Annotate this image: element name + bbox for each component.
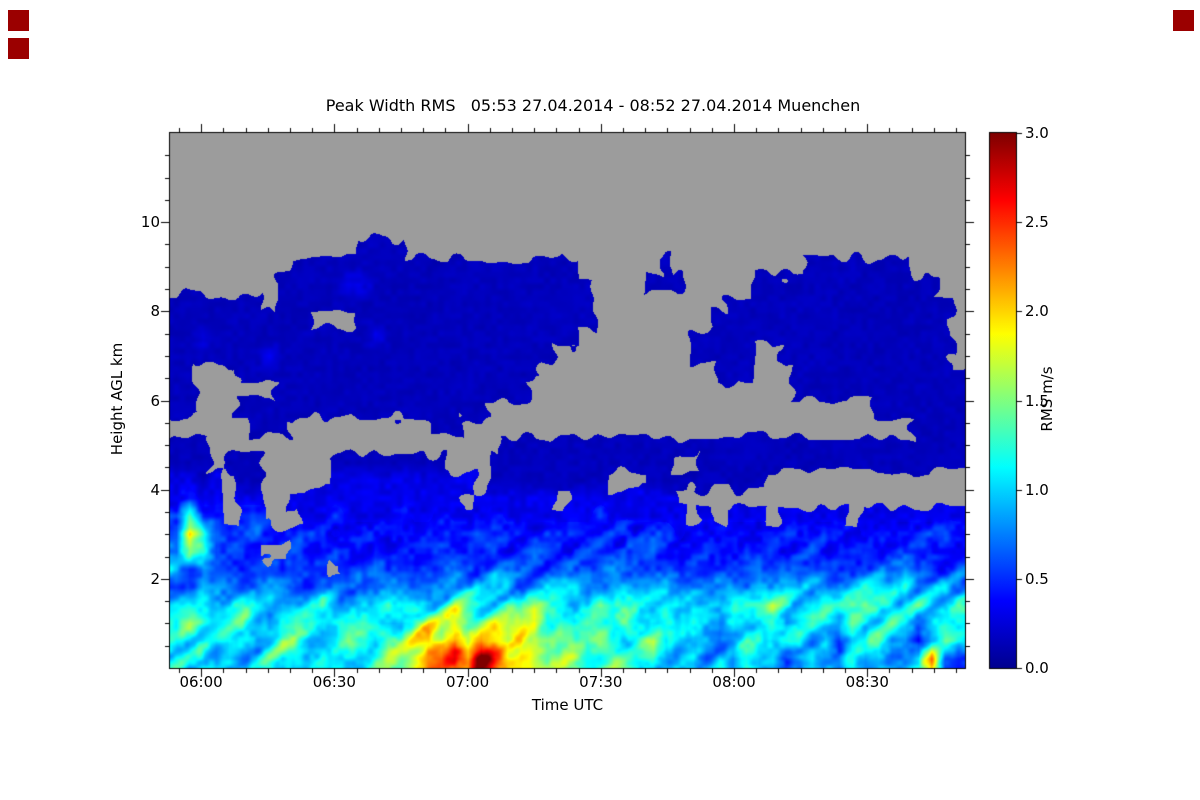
x-axis-label: Time UTC	[531, 696, 604, 714]
y-tick-label: 4	[150, 480, 160, 499]
colorbar-tick-label: 0.5	[1025, 569, 1049, 588]
colorbar-tick-label: 3.0	[1025, 124, 1049, 142]
y-tick-label: 10	[140, 213, 160, 232]
corner-marker	[1173, 10, 1194, 31]
colorbar-tick-label: 2.5	[1025, 213, 1049, 232]
chart-title: Peak Width RMS 05:53 27.04.2014 - 08:52 …	[325, 96, 861, 115]
corner-marker	[8, 10, 29, 31]
x-tick-label: 08:00	[712, 673, 756, 691]
colorbar-tick-label: 2.0	[1025, 302, 1049, 321]
x-tick-label: 06:30	[312, 673, 356, 691]
x-tick-label: 07:00	[445, 673, 490, 691]
colorbar-tick-label: 0.0	[1025, 659, 1049, 677]
y-tick-label: 2	[150, 569, 160, 588]
y-tick-label: 8	[150, 302, 160, 321]
y-tick-label: 6	[150, 391, 160, 410]
colorbar-tick-label: 1.0	[1025, 480, 1049, 499]
colorbar-tick-label: 1.5	[1025, 391, 1049, 410]
x-tick-label: 06:00	[179, 673, 223, 691]
corner-marker	[8, 38, 29, 59]
x-tick-label: 08:30	[845, 673, 889, 691]
x-tick-label: 07:30	[579, 673, 623, 691]
